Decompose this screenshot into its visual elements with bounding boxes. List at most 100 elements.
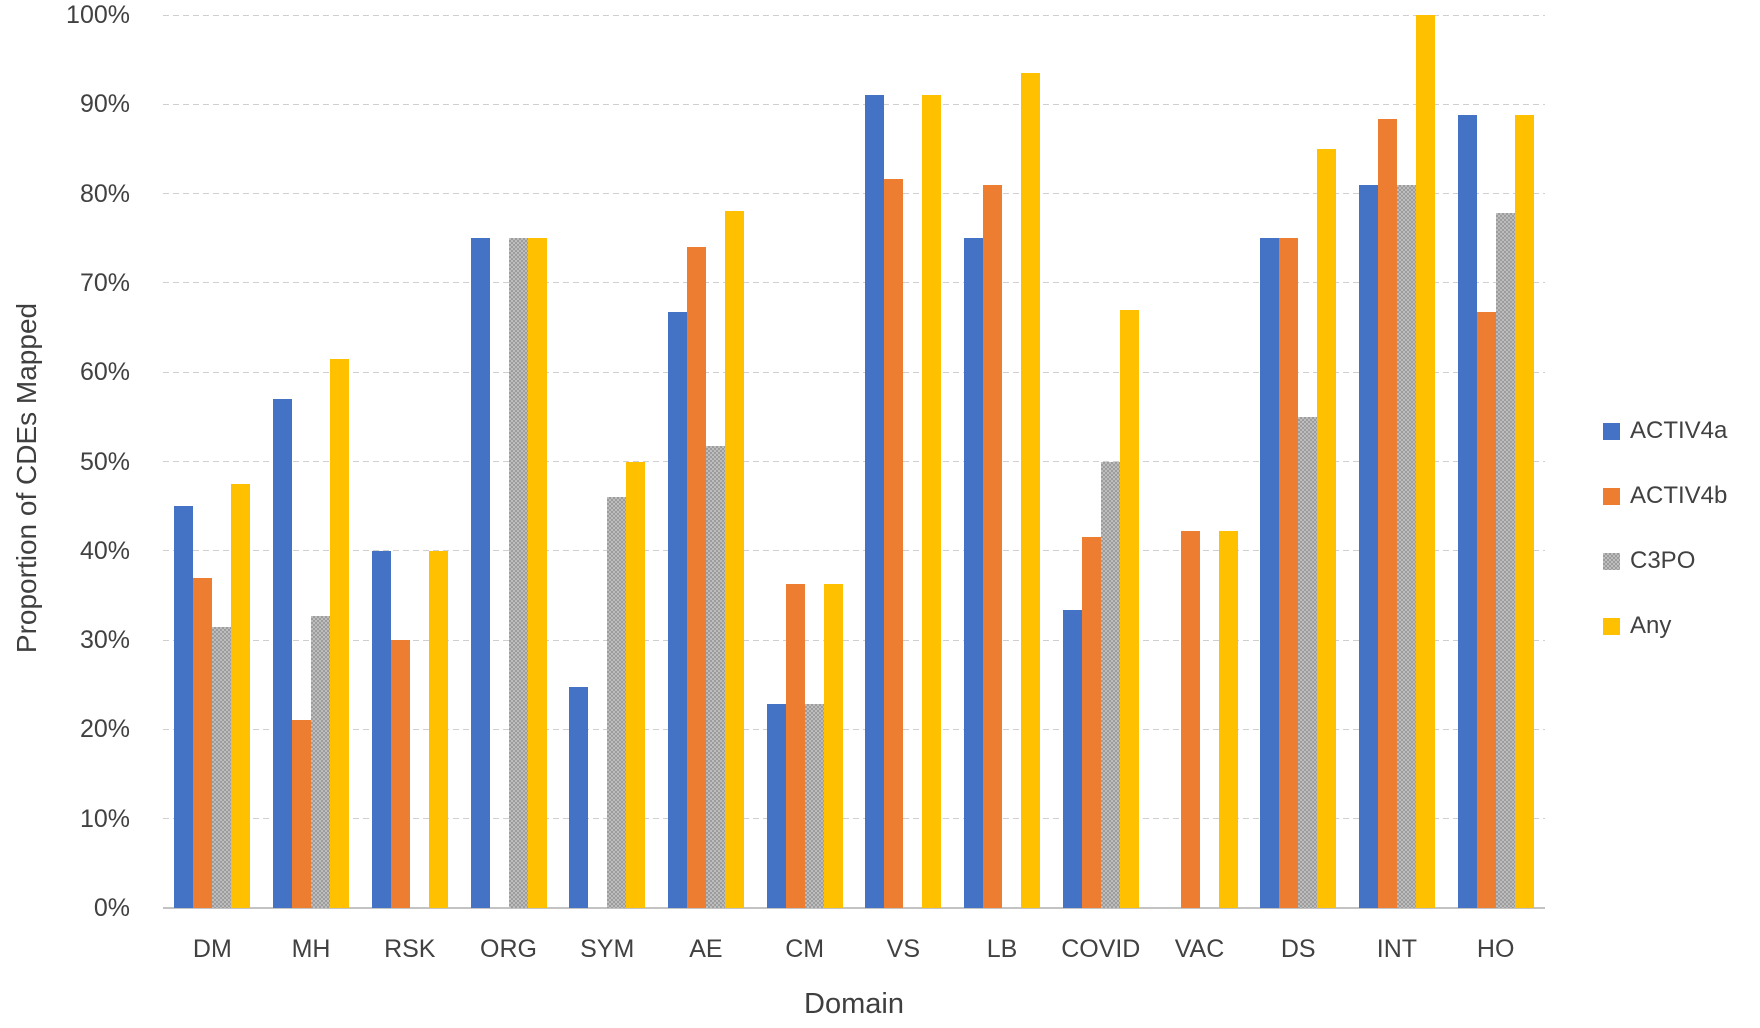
- bar-CM-C3PO: [804, 704, 824, 908]
- y-tick-label: 70%: [79, 268, 130, 297]
- legend-swatch-Any: [1603, 617, 1620, 635]
- bar-AE-C3PO: [705, 446, 725, 908]
- bar-ORG-Any: [527, 238, 547, 908]
- legend-label-C3PO: C3PO: [1630, 547, 1696, 574]
- bar-DM-ACTIV4b: [193, 577, 213, 908]
- legend-swatch-ACTIV4a: [1603, 422, 1620, 440]
- bar-AE-ACTIV4b: [686, 247, 706, 908]
- legend-label-ACTIV4a: ACTIV4a: [1630, 417, 1728, 444]
- bar-CM-ACTIV4b: [785, 583, 805, 908]
- bar-MH-ACTIV4b: [292, 720, 312, 908]
- y-tick-label: 0%: [93, 894, 130, 922]
- bar-ORG-ACTIV4a: [470, 238, 490, 908]
- bar-COVID-Any: [1119, 309, 1139, 908]
- x-axis-title: Domain: [804, 988, 904, 1020]
- bar-AE-ACTIV4a: [667, 312, 687, 908]
- gridline-10%: [163, 818, 1545, 820]
- bar-RSK-Any: [428, 550, 448, 908]
- gridline-90%: [163, 103, 1545, 105]
- bar-ORG-C3PO: [508, 238, 528, 908]
- category-label-LB: LB: [986, 935, 1018, 963]
- bar-DS-ACTIV4a: [1260, 238, 1280, 908]
- legend-label-Any: Any: [1630, 612, 1672, 639]
- x-axis-line: [163, 907, 1545, 909]
- legend-swatch-ACTIV4b: [1603, 487, 1620, 505]
- bar-VS-ACTIV4b: [884, 179, 904, 908]
- y-tick-label: 80%: [79, 179, 130, 208]
- bar-COVID-C3PO: [1100, 461, 1120, 908]
- bar-MH-Any: [330, 358, 350, 908]
- y-tick-label: 100%: [66, 1, 130, 29]
- y-axis-title: Proportion of CDEs Mapped: [11, 302, 42, 654]
- bar-CM-Any: [823, 583, 843, 908]
- gridline-30%: [163, 639, 1545, 641]
- category-label-DM: DM: [192, 935, 232, 963]
- legend-swatch-C3PO: [1603, 552, 1620, 570]
- category-label-DS: DS: [1280, 935, 1316, 963]
- category-label-VS: VS: [886, 935, 921, 963]
- legend-item-C3PO: C3PO: [1603, 547, 1727, 575]
- bar-DM-C3PO: [212, 626, 232, 908]
- bar-AE-Any: [724, 211, 744, 908]
- gridline-20%: [163, 728, 1545, 730]
- bar-VAC-ACTIV4b: [1180, 531, 1200, 908]
- bar-VS-Any: [922, 95, 942, 908]
- bar-CM-ACTIV4a: [766, 704, 786, 908]
- bar-RSK-ACTIV4b: [390, 640, 410, 908]
- legend-item-Any: Any: [1603, 612, 1727, 640]
- gridline-80%: [163, 193, 1545, 195]
- gridline-100%: [163, 14, 1545, 16]
- bar-VAC-Any: [1218, 531, 1238, 908]
- bar-MH-C3PO: [311, 615, 331, 908]
- bar-MH-ACTIV4a: [273, 398, 293, 908]
- legend-label-ACTIV4b: ACTIV4b: [1630, 482, 1728, 509]
- y-tick-label: 50%: [79, 447, 130, 476]
- category-label-INT: INT: [1376, 935, 1418, 963]
- y-tick-label: 20%: [79, 715, 130, 744]
- bar-DS-ACTIV4b: [1279, 238, 1299, 908]
- bar-HO-Any: [1514, 115, 1534, 908]
- category-label-COVID: COVID: [1061, 935, 1141, 963]
- bar-COVID-ACTIV4b: [1081, 537, 1101, 908]
- bar-DS-Any: [1317, 148, 1337, 908]
- category-label-AE: AE: [689, 935, 723, 963]
- bar-VS-ACTIV4a: [865, 95, 885, 908]
- category-label-VAC: VAC: [1174, 935, 1225, 963]
- legend-item-ACTIV4b: ACTIV4b: [1603, 482, 1727, 510]
- bar-LB-Any: [1021, 73, 1041, 908]
- gridline-40%: [163, 550, 1545, 552]
- y-tick-label: 10%: [79, 804, 130, 833]
- bar-DS-C3PO: [1298, 416, 1318, 908]
- category-label-HO: HO: [1476, 935, 1515, 963]
- category-label-MH: MH: [291, 935, 331, 963]
- bar-HO-ACTIV4b: [1476, 312, 1496, 908]
- bar-INT-ACTIV4b: [1377, 118, 1397, 908]
- y-tick-label: 30%: [79, 626, 130, 655]
- gridline-50%: [163, 461, 1545, 462]
- category-label-CM: CM: [785, 935, 825, 963]
- category-label-SYM: SYM: [580, 935, 635, 963]
- y-tick-label: 90%: [79, 90, 130, 119]
- legend: ACTIV4a ACTIV4b C3PO Any: [1603, 417, 1727, 677]
- category-label-ORG: ORG: [480, 935, 537, 963]
- bar-DM-Any: [231, 483, 251, 908]
- bar-INT-C3PO: [1396, 184, 1416, 908]
- bar-HO-C3PO: [1495, 213, 1515, 908]
- legend-item-ACTIV4a: ACTIV4a: [1603, 417, 1727, 445]
- bar-LB-ACTIV4b: [983, 184, 1003, 908]
- bar-RSK-ACTIV4a: [371, 550, 391, 908]
- category-label-RSK: RSK: [384, 935, 436, 963]
- bar-LB-ACTIV4a: [964, 238, 984, 908]
- bar-COVID-ACTIV4a: [1062, 609, 1082, 908]
- bar-SYM-ACTIV4a: [569, 687, 589, 908]
- y-tick-label: 60%: [79, 358, 130, 387]
- bar-DM-ACTIV4a: [174, 506, 194, 908]
- gridline-70%: [163, 282, 1545, 284]
- bar-SYM-Any: [626, 461, 646, 908]
- bar-HO-ACTIV4a: [1457, 115, 1477, 908]
- y-tick-label: 40%: [79, 536, 130, 565]
- bar-INT-ACTIV4a: [1358, 184, 1378, 908]
- bar-INT-Any: [1415, 15, 1435, 908]
- gridline-60%: [163, 371, 1545, 373]
